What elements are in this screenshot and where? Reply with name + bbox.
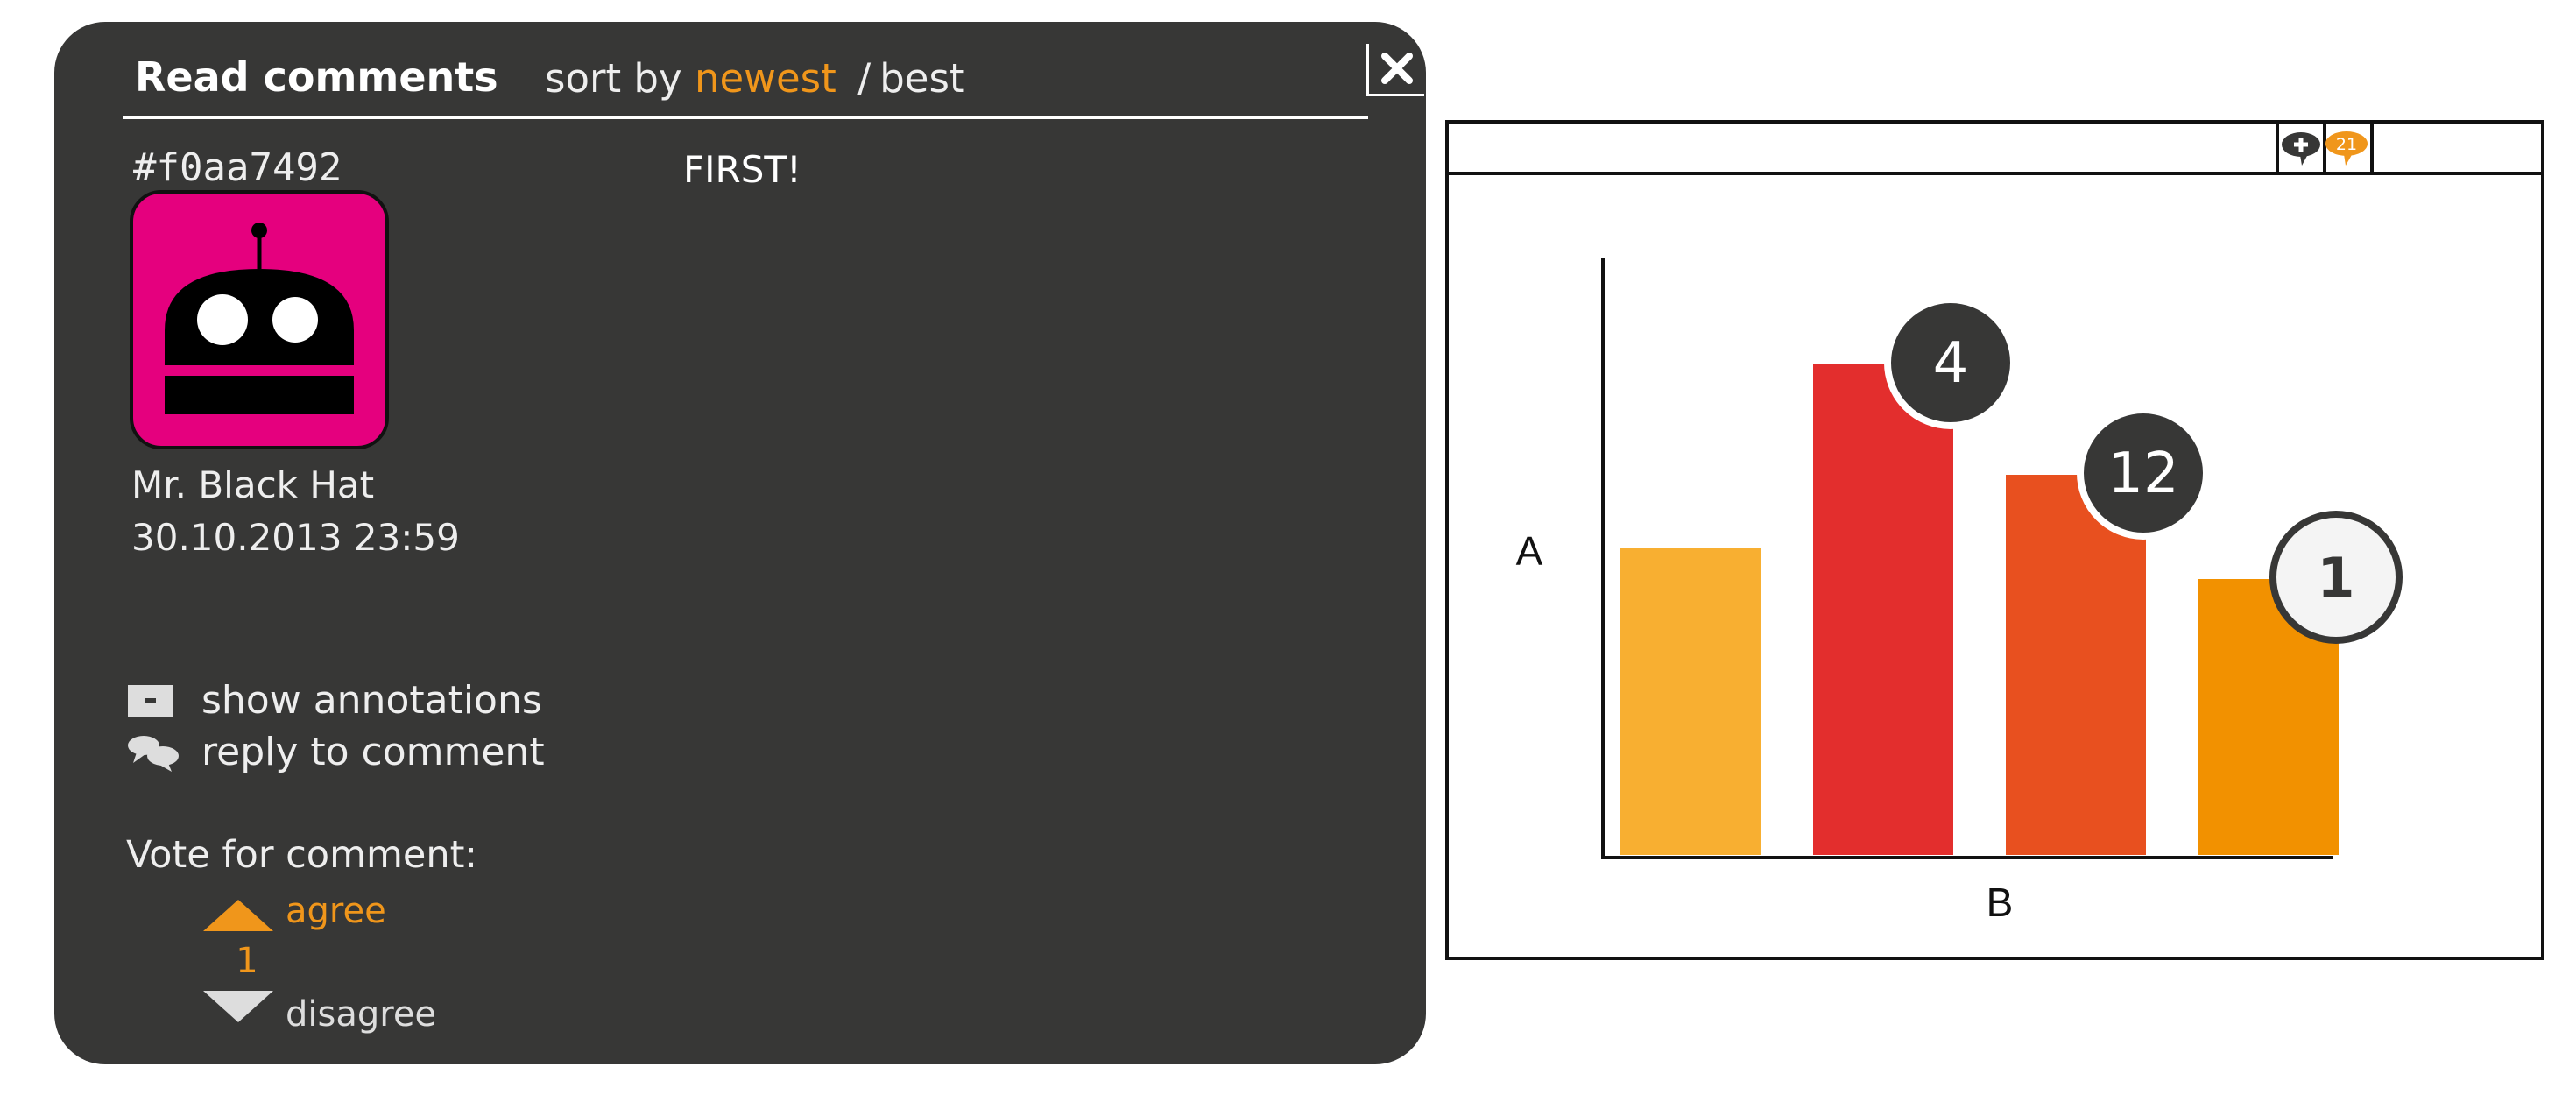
comment-count-badge[interactable]: 4 — [1884, 296, 2017, 429]
x-axis-label: B — [1987, 880, 2014, 925]
agree-arrow-icon[interactable] — [201, 898, 275, 933]
disagree-label[interactable]: disagree — [286, 994, 437, 1035]
bar-chart: 4 12 1 A B — [1516, 258, 2403, 925]
comment-count-badge[interactable]: 1 — [2269, 511, 2403, 644]
robot-avatar-icon — [130, 190, 389, 449]
y-axis-label: A — [1516, 528, 1543, 574]
annotation-icon — [128, 685, 173, 717]
comment-count-badge[interactable]: 12 — [2077, 406, 2210, 540]
add-comment-button[interactable] — [2276, 120, 2326, 175]
reply-bubbles-icon — [128, 736, 179, 772]
close-icon — [1381, 53, 1413, 84]
badge-circle — [1884, 296, 2017, 429]
badge-circle — [2269, 511, 2403, 644]
reply-to-comment-label: reply to comment — [201, 730, 545, 774]
close-button[interactable] — [1366, 44, 1424, 96]
chart-bar[interactable] — [1813, 364, 1953, 855]
comment-date: 30.10.2013 23:59 — [131, 516, 460, 559]
comment-author: Mr. Black Hat — [131, 463, 375, 506]
vote-count: 1 — [236, 941, 258, 981]
badge-count: 12 — [2107, 442, 2178, 506]
panel-title: Read comments — [135, 53, 498, 101]
sort-option-best[interactable]: best — [879, 55, 965, 102]
comment-id: #f0aa7492 — [133, 145, 342, 190]
chart-bar[interactable] — [2006, 475, 2146, 855]
chart-toolbar-divider — [1445, 172, 2544, 175]
comments-panel: Read comments sort by newest / best #f0aa… — [54, 22, 1426, 1064]
disagree-arrow-icon[interactable] — [201, 989, 275, 1024]
sort-prefix: sort by — [545, 55, 682, 102]
show-annotations-label: show annotations — [201, 678, 542, 723]
chart-bar[interactable] — [1620, 548, 1761, 855]
header-divider — [123, 116, 1368, 119]
comments-count-button[interactable]: 21 — [2323, 120, 2374, 175]
sort-option-newest[interactable]: newest — [694, 55, 836, 102]
comment-text: FIRST! — [683, 148, 801, 191]
badge-circle — [2077, 406, 2210, 540]
add-comment-icon — [2282, 132, 2320, 166]
vote-heading: Vote for comment: — [126, 833, 477, 877]
sort-control: sort by newest / best — [545, 59, 965, 98]
badge-count: 1 — [2317, 546, 2354, 610]
comment-bubble-icon — [2325, 131, 2368, 156]
comments-count-badge: 21 — [2325, 131, 2368, 166]
agree-label[interactable]: agree — [286, 891, 386, 931]
comments-count: 21 — [2336, 135, 2357, 154]
sort-separator: / — [857, 55, 872, 102]
badge-count: 4 — [1933, 331, 1969, 396]
